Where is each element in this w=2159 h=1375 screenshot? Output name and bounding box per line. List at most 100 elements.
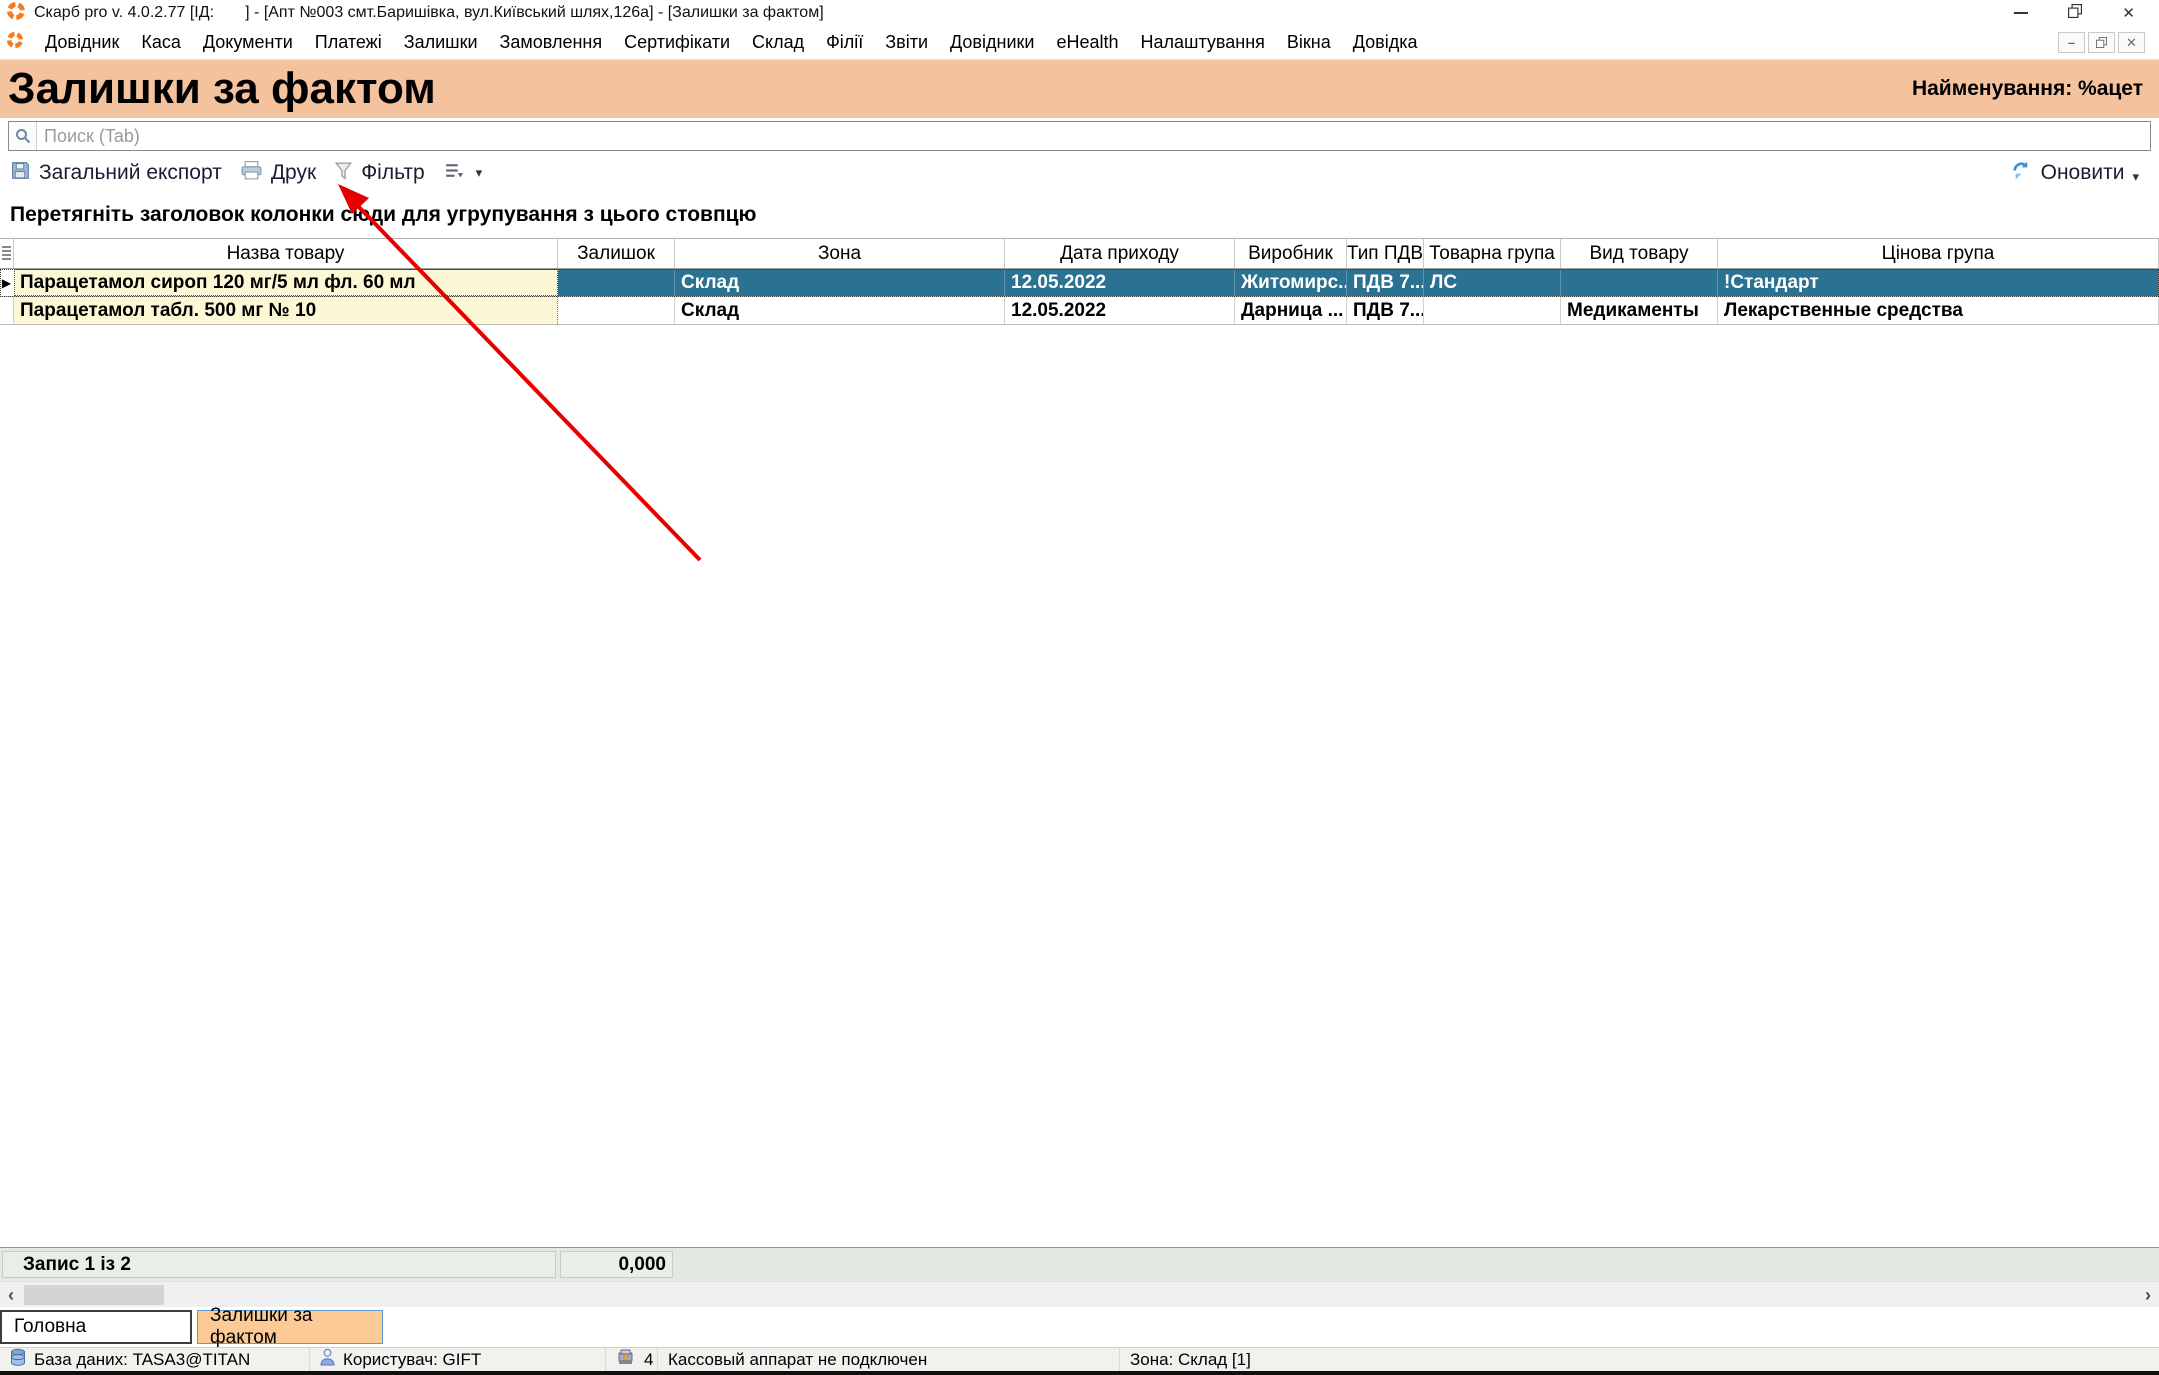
window-title: Скарб pro v. 4.0.2.77 [ІД: ] - [Апт №003… [34, 4, 824, 21]
grid-empty-area [0, 325, 2159, 1247]
filter-label: Фільтр [361, 161, 425, 184]
user-icon [320, 1348, 335, 1371]
cell-name[interactable]: Парацетамол сироп 120 мг/5 мл фл. 60 мл [14, 269, 558, 296]
tab-strip: Головна Залишки за фактом [0, 1305, 2159, 1348]
menu-bar: Довідник Каса Документи Платежі Залишки … [0, 26, 2159, 60]
refresh-button[interactable]: Оновити ▾ [2010, 160, 2149, 187]
view-options-button[interactable]: ▾ [443, 161, 482, 186]
column-header-name[interactable]: Назва товару [14, 239, 558, 268]
menu-sertyfikaty[interactable]: Сертифікати [624, 32, 731, 52]
menu-dovidnyky[interactable]: Довідники [950, 32, 1035, 52]
cell-price-group[interactable]: Лекарственные средства [1718, 297, 2159, 324]
cell-stock[interactable] [558, 297, 675, 324]
zone-label: Зона: Склад [1] [1130, 1349, 1251, 1369]
scroll-right-icon[interactable]: › [2145, 1284, 2151, 1305]
active-filter-info: Найменування: %ацет [1911, 77, 2143, 100]
cell-arrival-date[interactable]: 12.05.2022 [1005, 269, 1235, 296]
restore-icon[interactable] [2068, 3, 2083, 23]
cash-register-count: 4 [606, 1348, 658, 1371]
database-icon [10, 1348, 26, 1371]
zone-status: Зона: Склад [1] [1120, 1348, 2159, 1371]
menu-dokumenty[interactable]: Документи [202, 32, 293, 52]
column-header-price-group[interactable]: Цінова група [1718, 239, 2159, 268]
row-indicator-icon: ▶ [0, 269, 14, 296]
menu-nalashtuvannia[interactable]: Налаштування [1140, 32, 1265, 52]
horizontal-scrollbar[interactable]: ‹ › [0, 1281, 2159, 1307]
tab-zalyshky-za-faktom[interactable]: Залишки за фактом [197, 1305, 383, 1348]
window-bottom-edge [0, 1371, 2159, 1375]
record-count: Запис 1 із 2 [2, 1251, 556, 1278]
cell-name[interactable]: Парацетамол табл. 500 мг № 10 [14, 297, 558, 324]
cell-stock[interactable] [558, 269, 675, 296]
window-controls: ✕ [2014, 3, 2153, 23]
column-header-arrival-date[interactable]: Дата приходу [1005, 239, 1235, 268]
column-header-stock[interactable]: Залишок [558, 239, 675, 268]
cell-price-group[interactable]: !Стандарт [1718, 269, 2159, 296]
page-header: Залишки за фактом Найменування: %ацет [0, 60, 2159, 118]
export-label: Загальний експорт [39, 161, 222, 184]
title-bar: Скарб pro v. 4.0.2.77 [ІД: ] - [Апт №003… [0, 0, 2159, 26]
refresh-label: Оновити [2040, 161, 2125, 184]
cell-vat-type[interactable]: ПДВ 7... [1347, 297, 1424, 324]
cell-product-group[interactable] [1424, 297, 1561, 324]
group-by-panel[interactable]: Перетягніть заголовок колонки сюди для у… [0, 192, 2159, 238]
user-status: Користувач: GIFT [310, 1348, 606, 1371]
chevron-down-icon[interactable]: ▾ [2132, 168, 2139, 184]
group-hint-text: Перетягніть заголовок колонки сюди для у… [10, 203, 757, 226]
toolbar: Загальний експорт Друк Фільтр ▾ Оновити … [0, 154, 2159, 192]
menu-kasa[interactable]: Каса [141, 32, 181, 52]
cell-product-type[interactable] [1561, 269, 1718, 296]
table-row-selected[interactable]: ▶ Парацетамол сироп 120 мг/5 мл фл. 60 м… [0, 269, 2159, 297]
cash-count-value: 4 [644, 1349, 654, 1369]
print-button[interactable]: Друк [240, 160, 316, 187]
printer-icon [240, 160, 263, 187]
menu-vikna[interactable]: Вікна [1286, 32, 1331, 52]
menu-ehealth[interactable]: eHealth [1056, 32, 1119, 52]
mdi-restore-icon[interactable] [2088, 32, 2115, 53]
cell-zone[interactable]: Склад [675, 269, 1005, 296]
cell-vat-type[interactable]: ПДВ 7... [1347, 269, 1424, 296]
column-header-vat-type[interactable]: Тип ПДВ [1347, 239, 1424, 268]
filter-button[interactable]: Фільтр [334, 160, 425, 187]
print-label: Друк [270, 161, 317, 184]
menu-filii[interactable]: Філії [826, 32, 864, 52]
cell-manufacturer[interactable]: Житомирс... [1235, 269, 1347, 296]
export-button[interactable]: Загальний експорт [10, 160, 222, 187]
cash-register-status: Кассовый аппарат не подключен [658, 1348, 1120, 1371]
tab-holovna[interactable]: Головна [0, 1310, 192, 1344]
column-chooser-icon[interactable] [0, 239, 14, 268]
column-header-product-group[interactable]: Товарна група [1424, 239, 1561, 268]
search-input[interactable]: Поиск (Tab) [8, 121, 2151, 151]
menu-zvity[interactable]: Звіти [885, 32, 929, 52]
menu-zamovlennia[interactable]: Замовлення [499, 32, 603, 52]
data-grid: Назва товару Залишок Зона Дата приходу В… [0, 238, 2159, 1281]
menu-dovidka[interactable]: Довідка [1352, 32, 1418, 52]
mdi-close-icon[interactable]: ✕ [2118, 32, 2145, 53]
export-icon [10, 160, 31, 187]
column-header-product-type[interactable]: Вид товару [1561, 239, 1718, 268]
database-label: База даних: TASA3@TITAN [34, 1349, 251, 1369]
cell-manufacturer[interactable]: Дарница ... [1235, 297, 1347, 324]
mdi-minimize-icon[interactable]: – [2058, 32, 2085, 53]
menu-items: Довідник Каса Документи Платежі Залишки … [34, 28, 1429, 57]
cell-product-group[interactable]: ЛС [1424, 269, 1561, 296]
menu-dovidnyk[interactable]: Довідник [45, 32, 120, 52]
stock-total: 0,000 [560, 1251, 673, 1278]
menu-platezhi[interactable]: Платежі [314, 32, 382, 52]
menu-sklad[interactable]: Склад [752, 32, 805, 52]
close-icon[interactable]: ✕ [2122, 4, 2135, 22]
cell-arrival-date[interactable]: 12.05.2022 [1005, 297, 1235, 324]
cell-zone[interactable]: Склад [675, 297, 1005, 324]
minimize-icon[interactable] [2014, 12, 2029, 14]
cell-product-type[interactable]: Медикаменты [1561, 297, 1718, 324]
scrollbar-thumb[interactable] [24, 1285, 164, 1305]
page-title: Залишки за фактом [8, 64, 436, 113]
menu-zalyshky[interactable]: Залишки [403, 32, 478, 52]
column-header-zone[interactable]: Зона [675, 239, 1005, 268]
status-bar: База даних: TASA3@TITAN Користувач: GIFT… [0, 1347, 2159, 1371]
row-indicator-empty [0, 297, 14, 324]
column-header-manufacturer[interactable]: Виробник [1235, 239, 1347, 268]
scroll-left-icon[interactable]: ‹ [8, 1284, 14, 1305]
table-row[interactable]: Парацетамол табл. 500 мг № 10 Склад 12.0… [0, 297, 2159, 325]
